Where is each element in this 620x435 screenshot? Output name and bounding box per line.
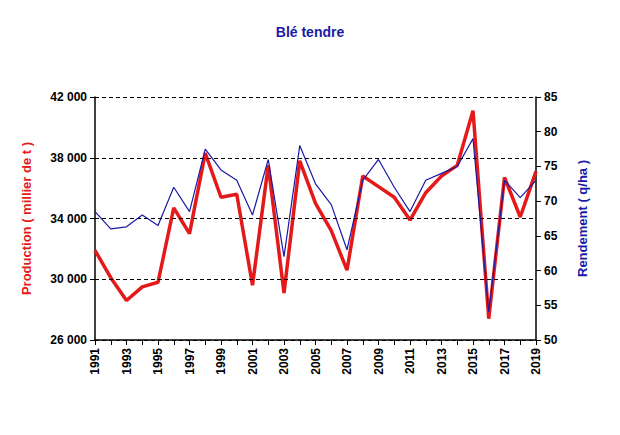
svg-text:Blé tendre: Blé tendre — [276, 24, 345, 40]
svg-text:2001: 2001 — [246, 348, 260, 375]
svg-text:38 000: 38 000 — [50, 151, 87, 165]
svg-text:55: 55 — [544, 298, 558, 312]
svg-text:34 000: 34 000 — [50, 212, 87, 226]
svg-text:80: 80 — [544, 125, 558, 139]
svg-text:2019: 2019 — [529, 348, 543, 375]
svg-text:60: 60 — [544, 264, 558, 278]
svg-text:2011: 2011 — [403, 348, 417, 374]
svg-text:2003: 2003 — [277, 348, 291, 375]
svg-text:2009: 2009 — [372, 348, 386, 375]
svg-text:26 000: 26 000 — [50, 333, 87, 347]
svg-text:85: 85 — [544, 90, 558, 104]
svg-text:2005: 2005 — [309, 348, 323, 375]
svg-text:1997: 1997 — [183, 348, 197, 375]
svg-text:1999: 1999 — [214, 348, 228, 375]
svg-text:Production ( millier de t ): Production ( millier de t ) — [19, 142, 34, 295]
svg-text:50: 50 — [544, 333, 558, 347]
svg-text:1991: 1991 — [88, 348, 102, 375]
svg-text:2015: 2015 — [466, 348, 480, 375]
svg-text:1993: 1993 — [120, 348, 134, 375]
svg-text:42 000: 42 000 — [50, 90, 87, 104]
svg-text:1995: 1995 — [151, 348, 165, 375]
svg-text:2017: 2017 — [498, 348, 512, 375]
svg-text:65: 65 — [544, 229, 558, 243]
svg-text:70: 70 — [544, 194, 558, 208]
svg-text:30 000: 30 000 — [50, 272, 87, 286]
svg-text:2013: 2013 — [435, 348, 449, 375]
svg-text:75: 75 — [544, 159, 558, 173]
svg-text:Rendement ( q/ha ): Rendement ( q/ha ) — [575, 160, 590, 277]
svg-text:2007: 2007 — [340, 348, 354, 375]
